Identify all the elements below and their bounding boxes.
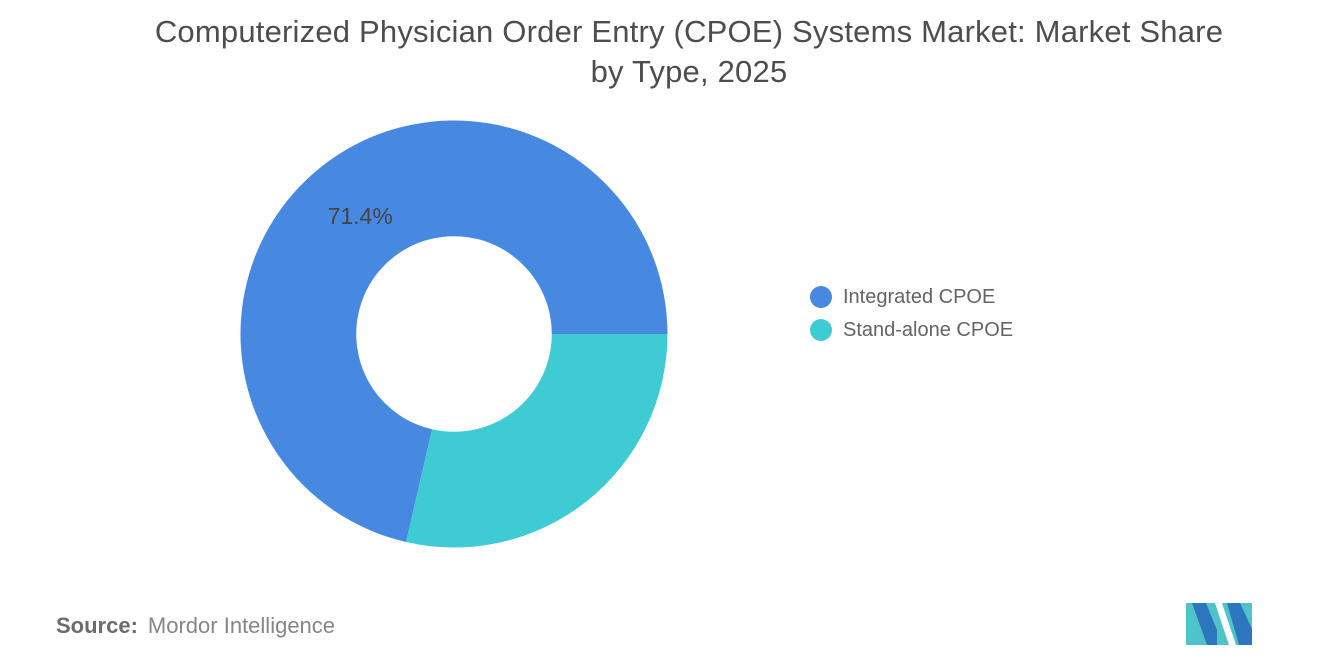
legend: Integrated CPOE Stand-alone CPOE bbox=[810, 286, 1013, 341]
source-value: Mordor Intelligence bbox=[147, 613, 336, 638]
legend-label-integrated-cpoe: Integrated CPOE bbox=[843, 285, 996, 308]
logo-blue-stripe-right bbox=[1227, 603, 1252, 645]
logo-white-gap bbox=[1215, 603, 1236, 645]
slice-value-label: 71.4% bbox=[328, 203, 393, 229]
mordor-intelligence-logo bbox=[1186, 603, 1252, 645]
source-note: Source: Mordor Intelligence bbox=[56, 613, 335, 639]
slice-stand-alone-cpoe[interactable] bbox=[406, 334, 668, 548]
logo-blue-stripe-left bbox=[1192, 603, 1217, 645]
source-prefix: Source: bbox=[56, 613, 138, 638]
chart-title: Computerized Physician Order Entry (CPOE… bbox=[0, 12, 1320, 92]
legend-marker-stand-alone-cpoe bbox=[810, 319, 832, 341]
donut-chart: 71.4% bbox=[240, 120, 668, 548]
donut-chart-svg: 71.4% bbox=[240, 120, 668, 548]
legend-item-stand-alone-cpoe[interactable]: Stand-alone CPOE bbox=[810, 319, 1013, 341]
legend-label-stand-alone-cpoe: Stand-alone CPOE bbox=[843, 318, 1014, 341]
legend-marker-integrated-cpoe bbox=[810, 286, 832, 308]
chart-title-line1: Computerized Physician Order Entry (CPOE… bbox=[154, 14, 1224, 49]
chart-title-line2: by Type, 2025 bbox=[590, 54, 788, 89]
slice-integrated-cpoe[interactable] bbox=[240, 120, 668, 543]
legend-item-integrated-cpoe[interactable]: Integrated CPOE bbox=[810, 286, 1013, 308]
